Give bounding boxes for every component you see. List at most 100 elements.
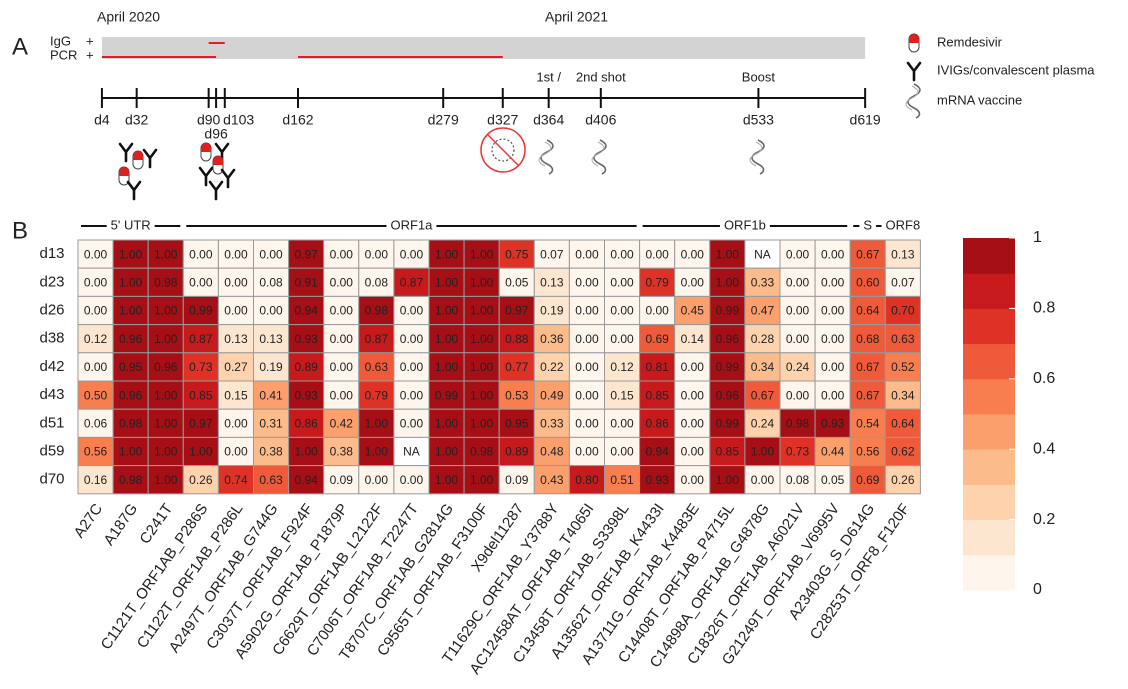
cell-label: 0.81 [645, 360, 669, 374]
cell-label: 1.00 [716, 247, 740, 261]
cell-label: 0.27 [224, 360, 248, 374]
cell-label: 0.00 [189, 247, 213, 261]
cell-label: 0.00 [575, 304, 599, 318]
cell-label: 0.00 [224, 304, 248, 318]
cell-label: 0.99 [716, 304, 740, 318]
cell-label: 1.00 [119, 445, 143, 459]
cell-label: 0.16 [84, 473, 108, 487]
cell-label: 0.99 [189, 304, 213, 318]
cell-label: 0.00 [575, 388, 599, 402]
cell-label: 0.26 [891, 473, 915, 487]
cell-label: 0.08 [365, 275, 389, 289]
cell-label: 1.00 [154, 388, 178, 402]
cell-label: 0.99 [716, 416, 740, 430]
cell-label: 1.00 [365, 445, 389, 459]
cell-label: NA [403, 445, 420, 459]
cell-label: 0.34 [891, 388, 915, 402]
cell-label: 0.79 [365, 388, 389, 402]
cell-label: 0.31 [259, 416, 283, 430]
cell-label: 0.00 [400, 332, 424, 346]
cell-label: 0.00 [330, 388, 354, 402]
cell-label: 0.70 [891, 304, 915, 318]
cell-label: 0.69 [645, 332, 669, 346]
cell-label: 0.96 [716, 332, 740, 346]
cell-label: 1.00 [189, 445, 213, 459]
cell-label: 0.33 [540, 416, 564, 430]
cell-label: 1.00 [470, 360, 494, 374]
row-label: d59 [39, 442, 64, 459]
column-label: A187G [100, 501, 141, 549]
cell-label: 0.87 [400, 275, 424, 289]
cell-label: 0.98 [365, 304, 389, 318]
colorbar-step [963, 449, 1015, 485]
cell-label: 0.51 [610, 473, 634, 487]
legend-icon [906, 84, 920, 118]
cell-label: 0.41 [259, 388, 283, 402]
cell-label: 0.97 [505, 304, 529, 318]
cell-label: 1.00 [470, 247, 494, 261]
cell-label: 0.63 [891, 332, 915, 346]
cell-label: 0.86 [645, 416, 669, 430]
cell-label: 0.00 [645, 304, 669, 318]
cell-label: 0.87 [365, 332, 389, 346]
cell-label: 0.67 [856, 247, 880, 261]
cell-label: 0.38 [259, 445, 283, 459]
event-label: 2nd shot [576, 69, 626, 84]
cell-label: 0.00 [224, 445, 248, 459]
cell-label: 0.94 [645, 445, 669, 459]
cell-label: 0.00 [575, 275, 599, 289]
colorbar-label: 0.6 [1033, 370, 1055, 387]
legend-icon [908, 63, 920, 80]
cell-label: 0.85 [716, 445, 740, 459]
cell-label: 0.00 [400, 473, 424, 487]
colorbar-step [963, 308, 1015, 344]
day-label: d533 [743, 112, 774, 128]
cell-label: 0.63 [365, 360, 389, 374]
cell-label: 0.00 [610, 445, 634, 459]
cell-label: 0.00 [259, 247, 283, 261]
cell-label: 1.00 [435, 304, 459, 318]
panel-label: B [12, 217, 28, 244]
cell-label: 1.00 [154, 247, 178, 261]
cell-label: 0.98 [119, 416, 143, 430]
cell-label: 0.00 [575, 247, 599, 261]
panel-label: A [12, 33, 28, 60]
cell-label: 1.00 [470, 388, 494, 402]
cell-label: 0.00 [786, 275, 810, 289]
cell-label: 0.00 [189, 275, 213, 289]
colorbar-label: 1 [1033, 229, 1042, 246]
cell-label: 1.00 [365, 416, 389, 430]
cell-label: 0.85 [645, 388, 669, 402]
row-label: d26 [39, 301, 64, 318]
cell-label: 0.09 [330, 473, 354, 487]
cell-label: 0.91 [294, 275, 318, 289]
cell-label: 1.00 [154, 416, 178, 430]
row-label: d43 [39, 386, 64, 403]
cell-label: 0.00 [681, 360, 705, 374]
day-label: d162 [282, 112, 313, 128]
cell-label: 0.99 [716, 360, 740, 374]
cell-label: 0.56 [856, 445, 880, 459]
cell-label: 0.00 [224, 416, 248, 430]
cell-label: 0.00 [84, 304, 108, 318]
cell-label: 0.15 [610, 388, 634, 402]
cell-label: 0.00 [330, 275, 354, 289]
cell-label: 0.00 [786, 247, 810, 261]
cell-label: 0.98 [786, 416, 810, 430]
cell-label: 0.96 [119, 388, 143, 402]
cell-label: 0.00 [330, 247, 354, 261]
cell-label: 0.00 [400, 304, 424, 318]
cell-label: 0.43 [540, 473, 564, 487]
cell-label: 0.53 [505, 388, 529, 402]
cell-label: 0.77 [505, 360, 529, 374]
cell-label: 0.62 [891, 445, 915, 459]
cell-label: 0.00 [821, 304, 845, 318]
colorbar-label: 0 [1033, 581, 1042, 598]
cell-label: 0.07 [891, 275, 915, 289]
event-label: Boost [742, 69, 776, 84]
cell-label: 0.00 [400, 360, 424, 374]
cell-label: 0.00 [610, 275, 634, 289]
colorbar-step [963, 238, 1015, 274]
cell-label: 0.08 [259, 275, 283, 289]
cell-label: 0.73 [786, 445, 810, 459]
